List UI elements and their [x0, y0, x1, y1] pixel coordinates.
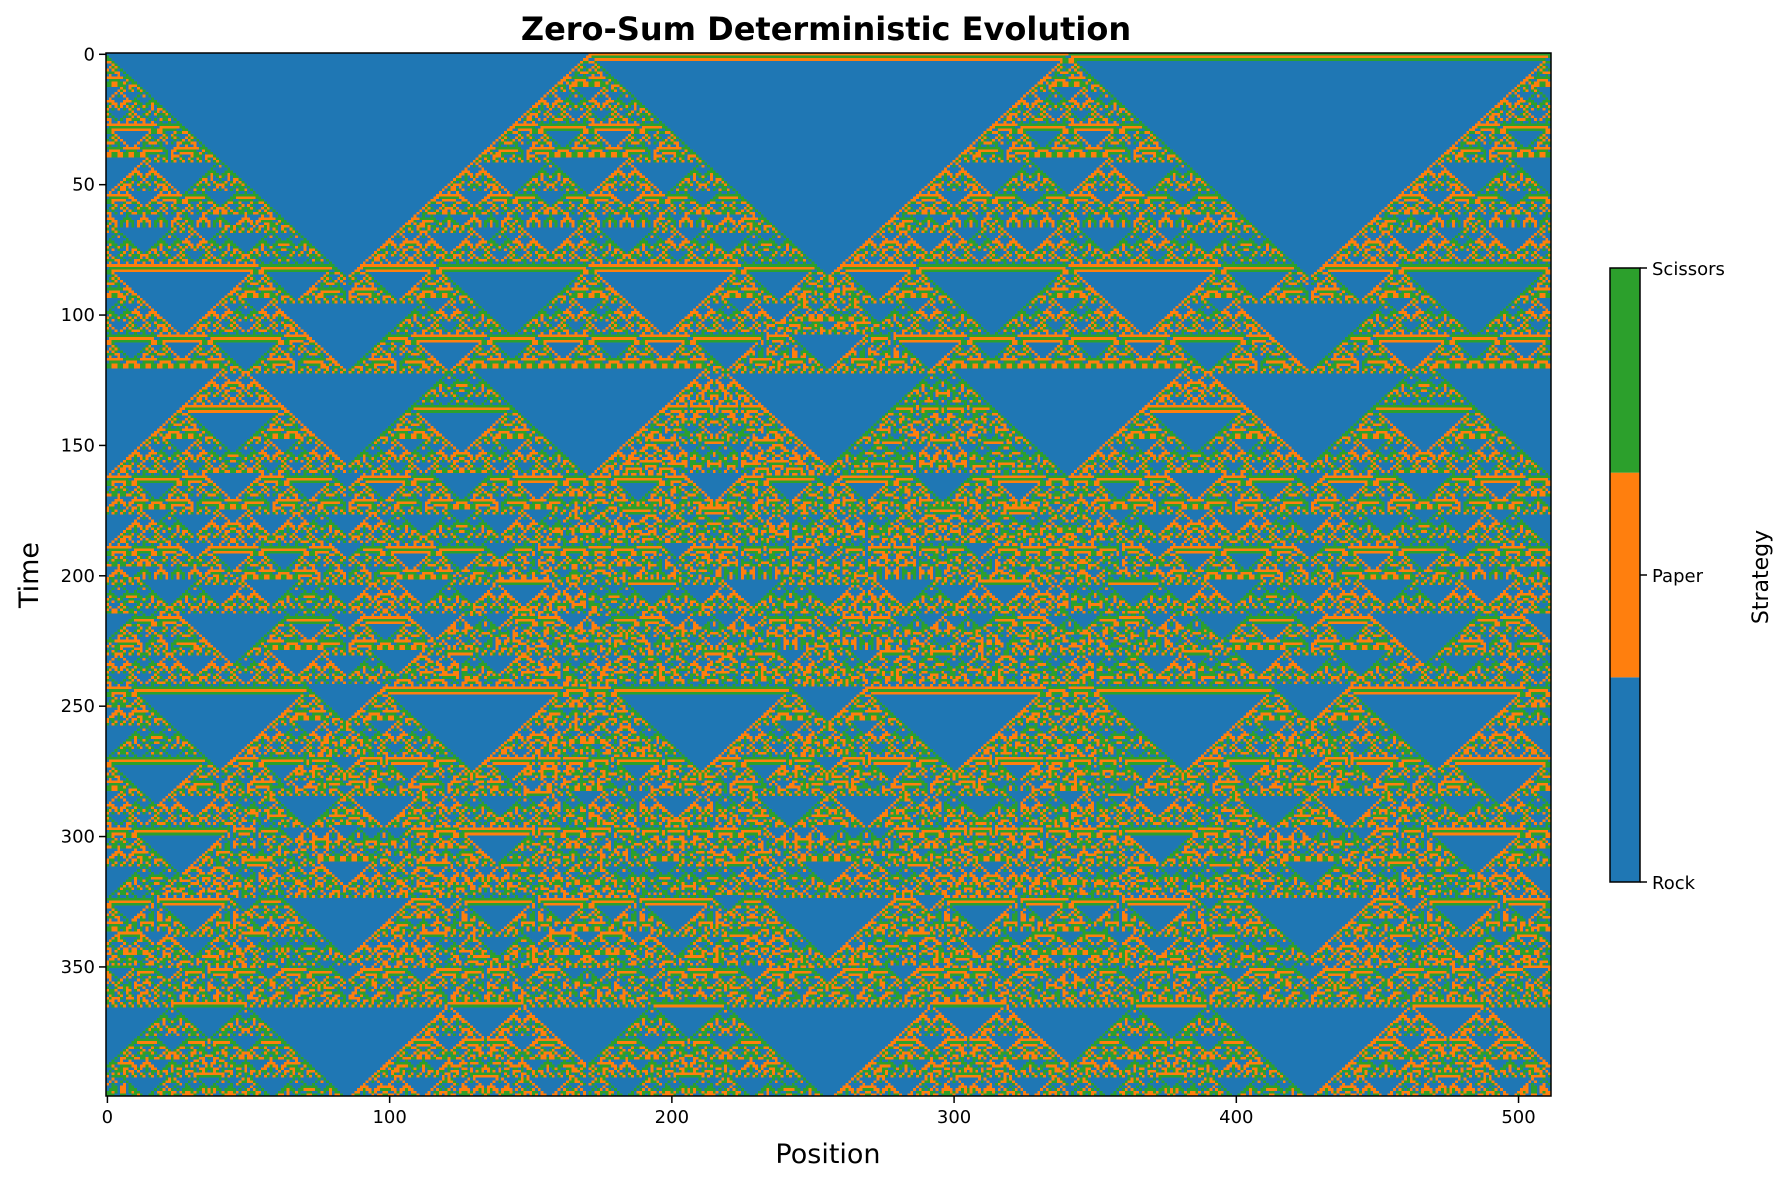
colorbar-segment-paper: [1610, 472, 1640, 678]
y-axis-ticks: 0 50 100 150 200 250 300 350: [61, 44, 106, 978]
y-tick-label: 150: [61, 435, 95, 456]
colorbar-label: Strategy: [1749, 530, 1774, 624]
x-tick-label: 200: [655, 1107, 689, 1128]
y-tick-label: 0: [84, 44, 95, 65]
x-axis-ticks: 0 100 200 300 400 500: [102, 1096, 1536, 1128]
colorbar-segment-rock: [1610, 677, 1640, 882]
colorbar: Rock Paper Scissors: [1609, 259, 1725, 894]
colorbar-tick-label-paper: Paper: [1652, 566, 1704, 587]
y-tick-label: 100: [61, 305, 95, 326]
y-tick-label: 350: [61, 957, 95, 978]
x-tick-label: 500: [1501, 1107, 1535, 1128]
colorbar-tick-label-rock: Rock: [1652, 873, 1696, 894]
x-axis-label: Position: [775, 1139, 880, 1170]
chart-title: Zero-Sum Deterministic Evolution: [521, 10, 1131, 48]
x-tick-label: 100: [372, 1107, 406, 1128]
colorbar-segment-scissors: [1610, 268, 1640, 473]
x-tick-label: 0: [102, 1107, 113, 1128]
y-tick-label: 50: [72, 175, 95, 196]
y-tick-label: 250: [61, 696, 95, 717]
y-axis-label: Time: [14, 542, 45, 609]
heatmap-canvas: [106, 53, 1551, 1096]
y-tick-label: 200: [61, 566, 95, 587]
x-tick-label: 300: [937, 1107, 971, 1128]
y-tick-label: 300: [61, 827, 95, 848]
heatmap-frame: [106, 53, 1551, 1096]
x-tick-label: 400: [1219, 1107, 1253, 1128]
colorbar-tick-label-scissors: Scissors: [1652, 259, 1725, 280]
plot-frame: [105, 52, 1552, 1097]
